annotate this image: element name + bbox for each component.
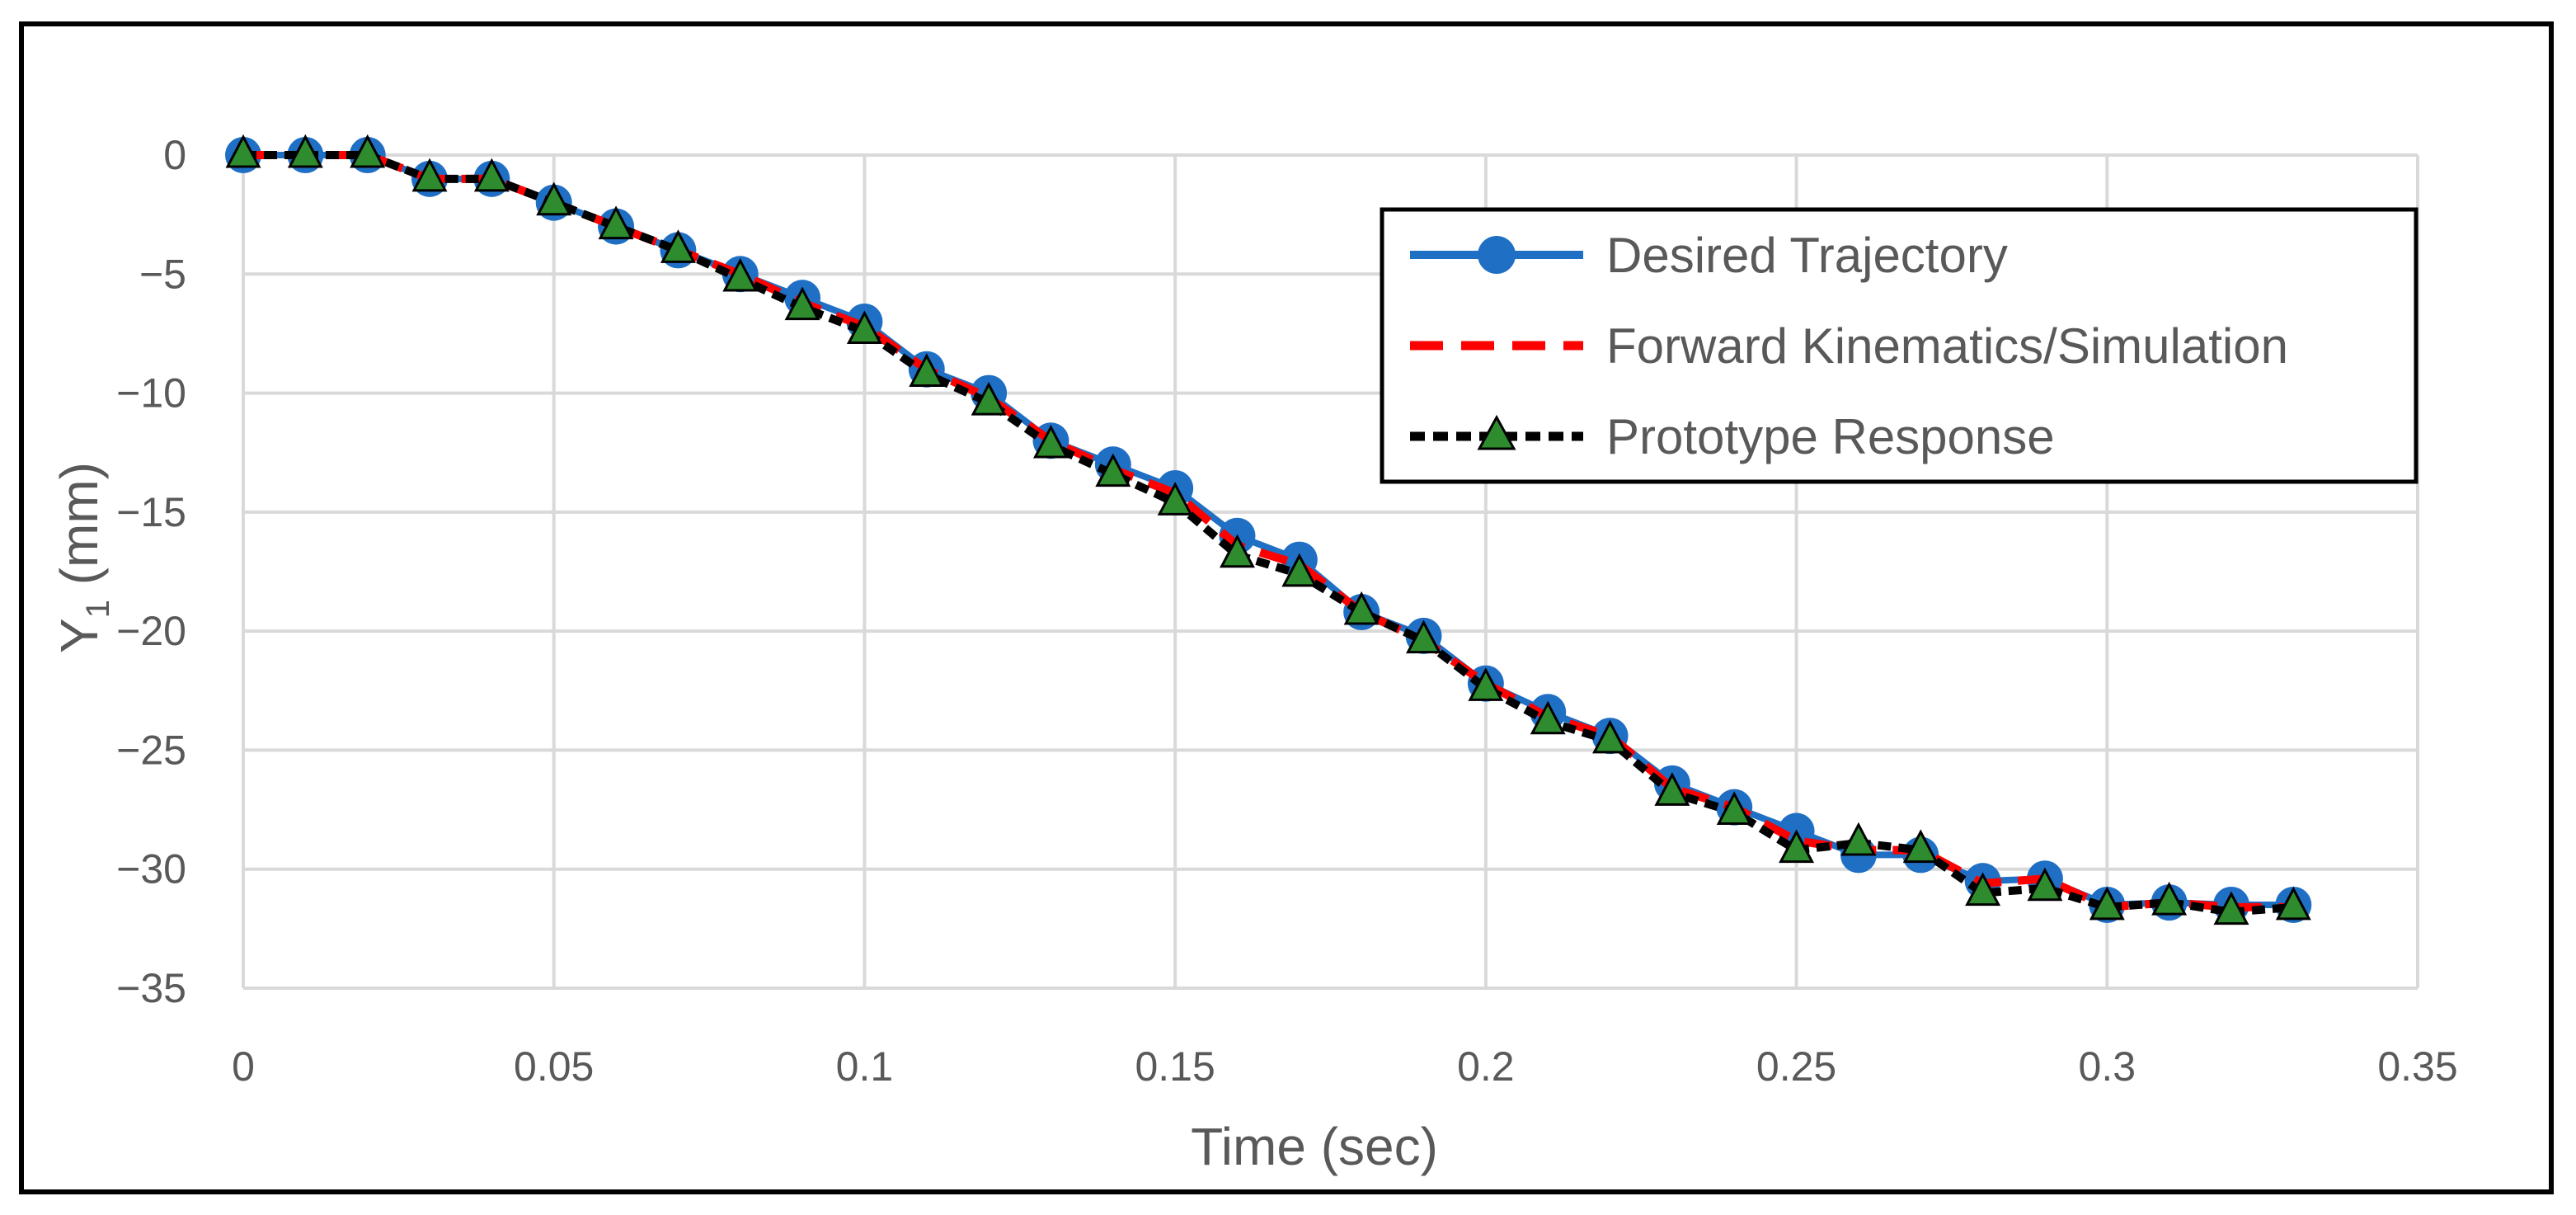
y-tick-label: −25 [116, 727, 186, 773]
prototype-point [1902, 829, 1939, 864]
prototype-point [1468, 667, 1504, 701]
plot-area [225, 134, 2312, 925]
prototype-point [1281, 553, 1318, 587]
prototype-point [660, 229, 696, 263]
y-tick-label: 0 [163, 132, 186, 178]
legend-marker-desired [1478, 236, 1516, 274]
legend-entry-desired: Desired Trajectory [1410, 228, 2008, 283]
x-axis-label: Time (sec) [1191, 1117, 1438, 1176]
prototype-point [1840, 822, 1877, 856]
x-tick-label: 0.3 [2079, 1043, 2136, 1090]
prototype-point [1779, 829, 1815, 864]
prototype-point [784, 286, 820, 321]
legend-label-forward: Forward Kinematics/Simulation [1606, 318, 2288, 374]
x-tick-label: 0.1 [836, 1043, 894, 1090]
prototype-point [1654, 772, 1690, 806]
prototype-point [2275, 886, 2311, 921]
prototype-point [350, 134, 386, 168]
x-tick-label: 0.35 [2377, 1043, 2457, 1090]
y-tick-label: −15 [116, 489, 186, 535]
legend-label-desired: Desired Trajectory [1606, 228, 2008, 283]
prototype-point [971, 381, 1007, 416]
y-tick-label: −35 [116, 965, 186, 1011]
legend-entry-prototype: Prototype Response [1410, 409, 2055, 464]
prototype-point [287, 134, 323, 168]
prototype-point [1095, 453, 1131, 487]
legend-entry-forward: Forward Kinematics/Simulation [1410, 318, 2288, 374]
prototype-point [1716, 791, 1752, 825]
legend: Desired Trajectory Forward Kinematics/Si… [1380, 207, 2419, 484]
x-tick-labels: 0 0.05 0.1 0.15 0.2 0.25 0.3 0.35 [232, 1043, 2458, 1090]
prototype-point [909, 353, 945, 387]
prototype-point [846, 310, 882, 345]
legend-label-prototype: Prototype Response [1606, 409, 2055, 464]
prototype-point [411, 158, 448, 192]
prototype-point [225, 134, 261, 168]
y-tick-label: −10 [116, 370, 186, 417]
y-axis-label-subscript: 1 [80, 600, 116, 618]
prototype-point [1343, 591, 1380, 625]
prototype-point [473, 158, 510, 192]
prototype-point [2213, 891, 2249, 925]
y-tick-label: −20 [116, 608, 186, 654]
prototype-point [1032, 424, 1069, 459]
y-tick-label: −5 [139, 251, 186, 297]
prototype-point [2027, 867, 2063, 902]
series-forward-line [243, 151, 2294, 911]
y-tick-label: −30 [116, 846, 186, 892]
y-axis-label: Y1 (mm) [49, 462, 116, 653]
y-axis-label-main: Y [49, 618, 109, 653]
prototype-point [1965, 872, 2001, 907]
prototype-point [2151, 881, 2188, 916]
prototype-point [598, 205, 634, 240]
prototype-point [1219, 534, 1255, 568]
series-prototype-line [243, 151, 2294, 916]
prototype-point [2089, 886, 2125, 921]
x-tick-label: 0.25 [1756, 1043, 1836, 1090]
prototype-point [1406, 619, 1442, 654]
x-tick-label: 0.2 [1457, 1043, 1515, 1090]
y-axis-label-unit: (mm) [49, 462, 109, 600]
prototype-point [1592, 719, 1629, 754]
prototype-point [722, 257, 759, 292]
prototype-point [536, 181, 572, 216]
prototype-point [1530, 700, 1566, 735]
x-tick-label: 0.05 [514, 1043, 594, 1090]
y-tick-labels: 0 −5 −10 −15 −20 −25 −30 −35 [116, 132, 186, 1011]
legend-marker-prototype [1477, 414, 1516, 450]
prototype-point [1157, 482, 1193, 516]
chart-border [19, 21, 2554, 1194]
x-tick-label: 0.15 [1135, 1043, 1215, 1090]
x-tick-label: 0 [232, 1043, 255, 1090]
